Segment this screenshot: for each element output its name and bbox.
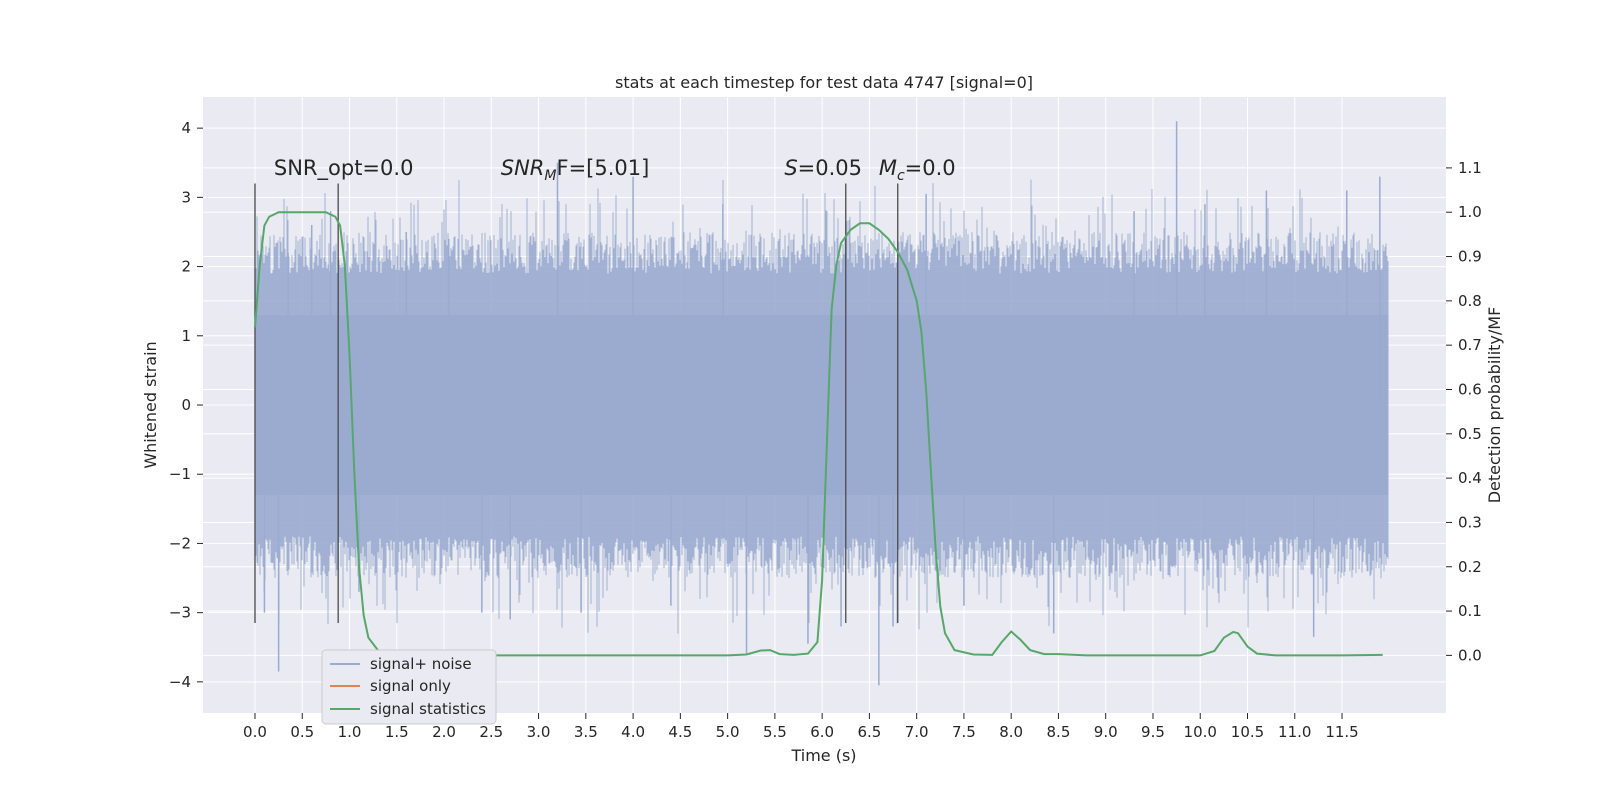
y2-tick-label: 0.5 — [1458, 425, 1482, 443]
y-axis-label: Whitened strain — [141, 341, 160, 468]
y-tick-label: 0 — [181, 396, 191, 414]
x-axis-ticks: 0.0 0.5 1.0 1.5 2.0 2.5 3.0 3.5 4.0 4.5 5.0 5.5 6.0 6… — [243, 713, 1359, 741]
x-tick-label: 3.0 — [527, 723, 551, 741]
legend-label-noise: signal+ noise — [370, 655, 472, 673]
x-tick-label: 9.0 — [1094, 723, 1118, 741]
y2-tick-label: 0.1 — [1458, 602, 1482, 620]
x-tick-label: 5.5 — [763, 723, 787, 741]
x-tick-label: 9.5 — [1141, 723, 1165, 741]
x-tick-label: 2.0 — [432, 723, 456, 741]
legend-label-signal: signal only — [370, 677, 451, 695]
x-axis-label: Time (s) — [790, 746, 856, 765]
y2-tick-label: 0.7 — [1458, 336, 1482, 354]
y-tick-label: −3 — [169, 604, 191, 622]
y-axis-ticks: 4 3 2 1 0 −1 −2 −3 −4 — [169, 119, 203, 691]
x-tick-label: 8.5 — [1047, 723, 1071, 741]
legend-box — [321, 649, 497, 725]
annotation: SNRMF=[5.01] — [501, 156, 650, 184]
x-tick-label: 10.0 — [1184, 723, 1217, 741]
y-tick-label: 4 — [181, 119, 191, 137]
y2-tick-label: 0.9 — [1458, 248, 1482, 266]
y2-tick-label: 0.4 — [1458, 469, 1482, 487]
y2-tick-label: 0.3 — [1458, 513, 1482, 531]
x-tick-label: 11.5 — [1325, 723, 1358, 741]
y2-axis-label: Detection probability/MF — [1485, 307, 1504, 504]
y-tick-label: 1 — [181, 327, 191, 345]
annotation: S=0.05 — [784, 156, 862, 180]
legend-label-stats: signal statistics — [370, 700, 486, 718]
x-tick-label: 4.0 — [621, 723, 645, 741]
stats-line — [254, 211, 1383, 657]
stats-series — [254, 211, 1383, 657]
y2-axis-ticks: 1.1 1.0 0.9 0.8 0.7 0.6 0.5 0.4 0.3 0.2 0.1 0.0 — [1446, 159, 1482, 664]
legend: signal+ noise signal only signal statist… — [321, 649, 497, 725]
y-tick-label: 2 — [181, 258, 191, 276]
y-tick-label: −2 — [169, 534, 191, 552]
y2-tick-label: 0.2 — [1458, 558, 1482, 576]
annotation: Mc=0.0 — [879, 156, 956, 184]
x-tick-label: 10.5 — [1231, 723, 1264, 741]
y2-tick-label: 0.0 — [1458, 646, 1482, 664]
x-tick-label: 6.5 — [857, 723, 881, 741]
x-tick-label: 1.5 — [385, 723, 409, 741]
x-tick-label: 7.5 — [952, 723, 976, 741]
x-tick-label: 3.5 — [574, 723, 598, 741]
vertical-markers — [254, 183, 899, 624]
y2-tick-label: 1.1 — [1458, 159, 1482, 177]
y-tick-label: −4 — [169, 673, 191, 691]
x-tick-label: 0.5 — [290, 723, 314, 741]
x-tick-label: 4.5 — [668, 723, 692, 741]
noise-series — [254, 121, 1389, 686]
y-tick-label: 3 — [181, 188, 191, 206]
x-tick-label: 8.0 — [999, 723, 1023, 741]
x-tick-label: 7.0 — [905, 723, 929, 741]
y2-tick-label: 1.0 — [1458, 203, 1482, 221]
x-tick-label: 0.0 — [243, 723, 267, 741]
x-tick-label: 2.5 — [479, 723, 503, 741]
chart-title: stats at each timestep for test data 474… — [615, 73, 1033, 92]
x-tick-label: 11.0 — [1278, 723, 1311, 741]
y2-tick-label: 0.6 — [1458, 380, 1482, 398]
y-tick-label: −1 — [169, 465, 191, 483]
annotations: SNR_opt=0.0 SNRMF=[5.01] S=0.05 Mc=0.0 — [274, 156, 956, 184]
x-tick-label: 1.0 — [338, 723, 362, 741]
x-tick-label: 5.0 — [716, 723, 740, 741]
annotation: SNR_opt=0.0 — [274, 156, 414, 181]
y2-tick-label: 0.8 — [1458, 292, 1482, 310]
x-tick-label: 6.0 — [810, 723, 834, 741]
